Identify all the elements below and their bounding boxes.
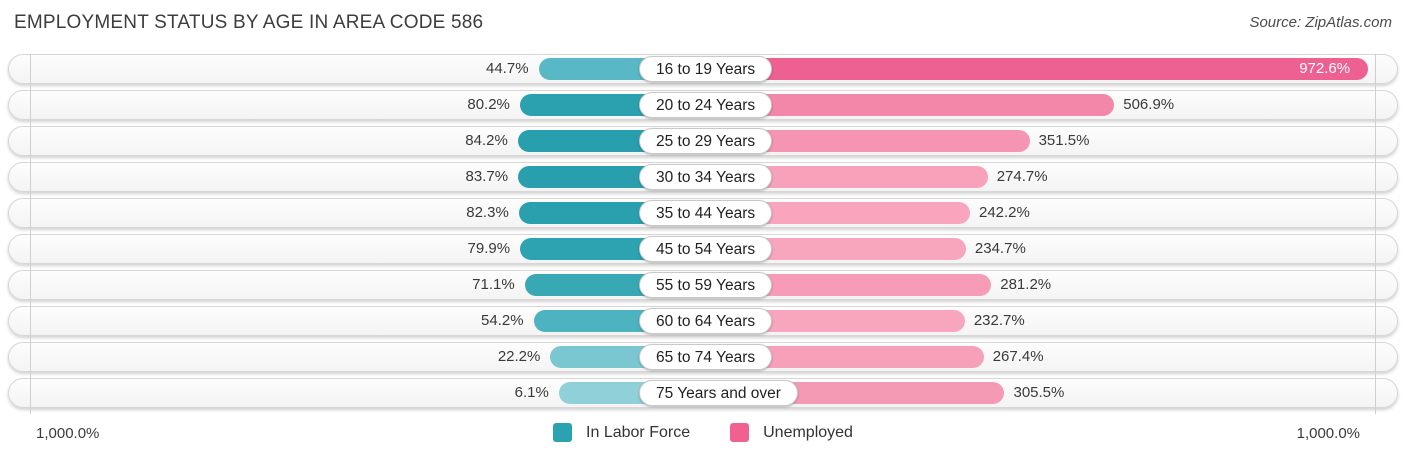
in-labor-force-value: 22.2%	[497, 348, 541, 365]
chart-row: 44.7% 972.6% 16 to 19 Years	[8, 54, 1398, 84]
unemployed-value: 274.7%	[996, 168, 1048, 185]
chart-footer: 1,000.0% In Labor Force Unemployed 1,000…	[0, 420, 1406, 450]
age-group-label: 75 Years and over	[639, 380, 798, 406]
unemployed-value: 351.5%	[1038, 132, 1090, 149]
unemployed-value: 242.2%	[978, 204, 1030, 221]
in-labor-force-value: 84.2%	[465, 132, 508, 149]
in-labor-force-value: 71.1%	[472, 276, 515, 293]
legend-label-unemployed: Unemployed	[763, 423, 853, 441]
unemployed-value: 281.2%	[1000, 276, 1052, 293]
axis-gridline-left	[30, 54, 31, 414]
unemployed-value: 267.4%	[992, 348, 1044, 365]
axis-gridline-right	[1375, 54, 1376, 414]
chart-row: 6.1% 305.5% 75 Years and over	[8, 378, 1398, 408]
in-labor-force-value: 6.1%	[514, 384, 549, 401]
in-labor-force-value: 44.7%	[486, 60, 529, 77]
age-group-label: 60 to 64 Years	[639, 308, 773, 334]
legend-swatch-in-labor-force	[553, 423, 573, 442]
unemployed-value: 232.7%	[973, 312, 1025, 329]
axis-label-right: 1,000.0%	[1296, 425, 1360, 442]
age-group-label: 35 to 44 Years	[639, 200, 773, 226]
in-labor-force-value: 82.3%	[466, 204, 509, 221]
age-group-label: 45 to 54 Years	[639, 236, 773, 262]
age-group-label: 25 to 29 Years	[639, 128, 773, 154]
chart-row: 22.2% 267.4% 65 to 74 Years	[8, 342, 1398, 372]
age-group-label: 16 to 19 Years	[639, 56, 773, 82]
unemployed-value: 305.5%	[1013, 384, 1065, 401]
unemployed-bar	[697, 130, 1030, 152]
in-labor-force-value: 54.2%	[481, 312, 524, 329]
legend-swatch-unemployed	[730, 423, 750, 442]
in-labor-force-value: 79.9%	[467, 240, 511, 257]
unemployed-value: 506.9%	[1123, 96, 1175, 113]
in-labor-force-value: 80.2%	[467, 96, 510, 113]
chart-row: 83.7% 274.7% 30 to 34 Years	[8, 162, 1398, 192]
age-group-label: 30 to 34 Years	[639, 164, 773, 190]
unemployed-value: 972.6%	[1299, 60, 1351, 77]
chart-row: 79.9% 234.7% 45 to 54 Years	[8, 234, 1398, 264]
in-labor-force-value: 83.7%	[465, 168, 509, 185]
age-group-label: 20 to 24 Years	[639, 92, 773, 118]
page-title: EMPLOYMENT STATUS BY AGE IN AREA CODE 58…	[14, 12, 484, 33]
unemployed-bar	[697, 94, 1115, 116]
legend-label-in-labor-force: In Labor Force	[586, 423, 691, 441]
chart-header: EMPLOYMENT STATUS BY AGE IN AREA CODE 58…	[0, 0, 1406, 50]
unemployed-value: 234.7%	[974, 240, 1026, 257]
chart-row: 71.1% 281.2% 55 to 59 Years	[8, 270, 1398, 300]
legend: In Labor Force Unemployed	[0, 423, 1406, 442]
unemployed-bar	[697, 58, 1369, 80]
axis-label-left: 1,000.0%	[36, 425, 100, 442]
bar-chart: 44.7% 972.6% 16 to 19 Years 80.2% 506.9% 20 t…	[0, 54, 1406, 418]
chart-row: 82.3% 242.2% 35 to 44 Years	[8, 198, 1398, 228]
age-group-label: 65 to 74 Years	[639, 344, 773, 370]
chart-row: 80.2% 506.9% 20 to 24 Years	[8, 90, 1398, 120]
source-credit: Source: ZipAtlas.com	[1249, 14, 1392, 31]
age-group-label: 55 to 59 Years	[639, 272, 773, 298]
chart-row: 84.2% 351.5% 25 to 29 Years	[8, 126, 1398, 156]
chart-row: 54.2% 232.7% 60 to 64 Years	[8, 306, 1398, 336]
